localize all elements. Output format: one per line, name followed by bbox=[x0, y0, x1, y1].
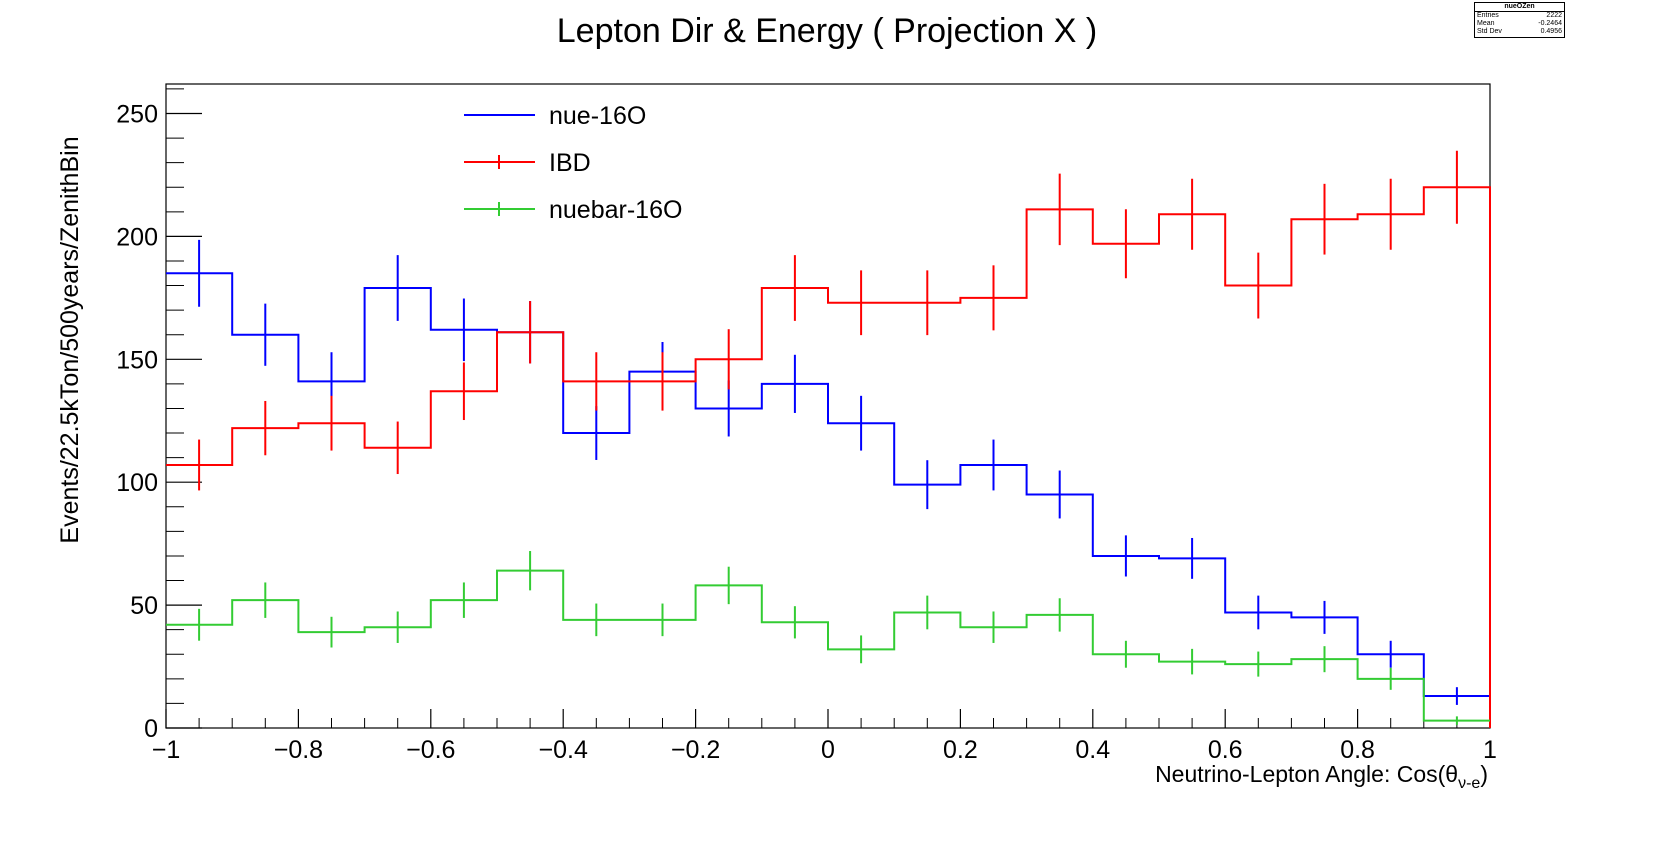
stats-row-mean: Mean -0.2464 bbox=[1475, 20, 1564, 28]
y-tick-label: 200 bbox=[116, 223, 158, 251]
y-axis-label: Events/22.5kTon/500years/ZenithBin bbox=[56, 136, 84, 543]
x-tick-label: −0.6 bbox=[406, 736, 455, 764]
x-tick-label: 0.6 bbox=[1208, 736, 1243, 764]
stats-label: Entries bbox=[1477, 12, 1499, 19]
stats-value: -0.2464 bbox=[1538, 20, 1562, 27]
chart-title: Lepton Dir & Energy ( Projection X ) bbox=[557, 12, 1097, 50]
y-tick-label: 100 bbox=[116, 469, 158, 497]
y-tick-label: 150 bbox=[116, 346, 158, 374]
x-tick-label: −0.8 bbox=[274, 736, 323, 764]
y-tick-label: 0 bbox=[144, 715, 158, 743]
histogram-step-line bbox=[166, 569, 1490, 722]
series-layer bbox=[166, 150, 1491, 728]
stats-label: Std Dev bbox=[1477, 28, 1502, 35]
x-tick-label: 0.2 bbox=[943, 736, 978, 764]
x-axis-label: Neutrino-Lepton Angle: Cos(θν-e) bbox=[1155, 761, 1488, 792]
stats-title: nueOZen bbox=[1475, 3, 1564, 12]
stats-box: nueOZen Entries 2222 Mean -0.2464 Std De… bbox=[1474, 2, 1565, 38]
x-tick-label: −1 bbox=[152, 736, 181, 764]
legend-label: nuebar-16O bbox=[549, 196, 682, 224]
x-tick-label: 0.4 bbox=[1075, 736, 1110, 764]
series-nuebar-16O bbox=[166, 551, 1490, 725]
stats-label: Mean bbox=[1477, 20, 1495, 27]
series-IBD bbox=[166, 150, 1491, 728]
stats-value: 0.4956 bbox=[1540, 28, 1562, 35]
stats-row-stddev: Std Dev 0.4956 bbox=[1475, 28, 1564, 36]
legend-label: nue-16O bbox=[549, 102, 646, 130]
histogram-step-line bbox=[166, 186, 1491, 728]
stats-value: 2222 bbox=[1546, 12, 1562, 19]
stats-row-entries: Entries 2222 bbox=[1475, 12, 1564, 20]
x-axis: −1 −0.8 −0.6 −0.4 −0.2 0 0.2 0.4 0.6 0.8 1 bbox=[152, 709, 1497, 764]
x-tick-label: 0 bbox=[821, 736, 835, 764]
x-tick-label: −0.2 bbox=[671, 736, 720, 764]
x-tick-label: 1 bbox=[1483, 736, 1497, 764]
x-tick-label: −0.4 bbox=[539, 736, 588, 764]
y-tick-label: 250 bbox=[116, 100, 158, 128]
y-axis: 0 50 100 150 200 250 bbox=[116, 88, 202, 743]
legend: nue-16O IBD nuebar-16O bbox=[464, 102, 682, 224]
legend-label: IBD bbox=[549, 149, 591, 177]
x-tick-label: 0.8 bbox=[1340, 736, 1375, 764]
y-tick-label: 50 bbox=[130, 592, 158, 620]
series-nue-16O bbox=[166, 239, 1490, 705]
